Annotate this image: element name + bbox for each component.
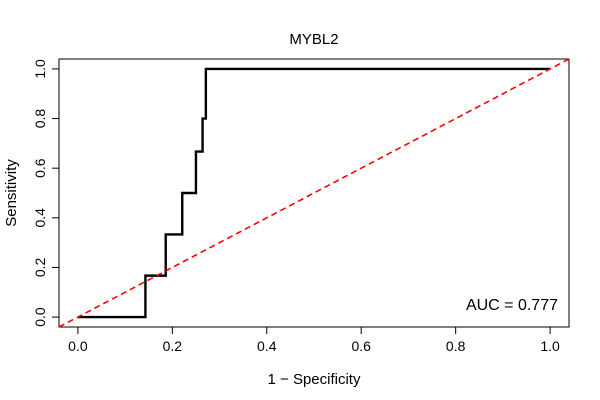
x-tick-label: 0.4	[257, 338, 277, 354]
plot-frame	[58, 58, 570, 328]
series-layer	[58, 58, 570, 328]
y-tick-label: 0.2	[32, 258, 48, 278]
x-axis-label: 1 − Specificity	[268, 371, 361, 388]
y-tick-label: 0.4	[32, 208, 48, 228]
y-tick-label: 0.0	[32, 307, 48, 327]
x-tick-label: 0.0	[68, 338, 88, 354]
x-tick-label: 1.0	[540, 338, 560, 354]
y-tick-label: 0.6	[32, 158, 48, 178]
x-tick-label: 0.6	[351, 338, 371, 354]
reference-diagonal-line	[58, 58, 570, 328]
y-axis-label: Sensitivity	[3, 159, 20, 227]
roc-curve-line	[77, 67, 551, 319]
x-tick-label: 0.8	[446, 338, 466, 354]
auc-annotation: AUC = 0.777	[466, 297, 558, 314]
chart-title: MYBL2	[289, 31, 338, 48]
y-tick-label: 0.8	[32, 109, 48, 129]
x-tick-label: 0.2	[163, 338, 183, 354]
x-axis: 0.0 0.2 0.4 0.6 0.8 1.0	[68, 326, 560, 354]
y-tick-label: 1.0	[32, 59, 48, 79]
y-axis: 0.0 0.2 0.4 0.6 0.8 1.0	[32, 59, 60, 327]
